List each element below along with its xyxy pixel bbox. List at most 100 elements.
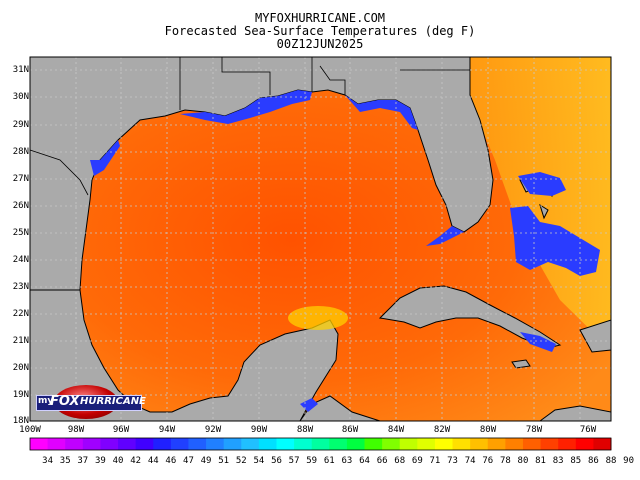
colorbar-swatch [65, 438, 84, 450]
colorbar-swatch [276, 438, 295, 450]
colorbar-label: 57 [288, 456, 300, 466]
lat-label-26n: 26N [12, 201, 29, 211]
colorbar-swatch [487, 438, 506, 450]
colorbar-swatch [382, 438, 401, 450]
cool-shelf-bahamas [510, 206, 600, 276]
colorbar-swatch [153, 438, 172, 450]
cool-shelf-cuba [520, 332, 556, 352]
colorbar-label: 42 [130, 456, 142, 466]
colorbar-label: 46 [165, 456, 177, 466]
colorbar-label: 52 [235, 456, 247, 466]
colorbar-swatch [522, 438, 542, 450]
lat-label-19n: 19N [12, 390, 29, 400]
colorbar-swatch [294, 438, 313, 450]
colorbar-swatch [100, 438, 119, 450]
valid-time: 00Z12JUN2025 [276, 37, 364, 51]
cool-shelf-yucatan [300, 398, 318, 412]
colorbar-label: 54 [253, 456, 265, 466]
colorbar-swatch [399, 438, 418, 450]
lat-label-25n: 25N [12, 228, 29, 238]
colorbar-swatch [505, 438, 524, 450]
colorbar-swatch [223, 438, 242, 450]
colorbar-label: 83 [552, 456, 564, 466]
logo-fox-text: FOX [50, 394, 80, 409]
lon-label-98w: 98W [67, 425, 85, 435]
colorbar-label: 51 [218, 456, 230, 466]
colorbar-label: 68 [394, 456, 406, 466]
lon-label-88w: 88W [296, 425, 314, 435]
lon-label-84w: 84W [387, 425, 405, 435]
lon-label-92w: 92W [204, 425, 222, 435]
lat-label-23n: 23N [12, 282, 29, 292]
colorbar-swatch [30, 438, 49, 450]
lat-label-20n: 20N [12, 363, 29, 373]
lon-label-78w: 78W [525, 425, 543, 435]
colorbar-label: 73 [447, 456, 458, 466]
colorbar-frame [29, 437, 612, 451]
cool-shelf-ne [345, 95, 418, 130]
product-title: Forecasted Sea-Surface Temperatures (deg… [164, 24, 476, 38]
colorbar-label: 90 [623, 456, 635, 466]
colorbar-swatch [258, 438, 277, 450]
colorbar-swatch [135, 438, 154, 450]
colorbar-label: 78 [499, 456, 511, 466]
lat-label-31n: 31N [12, 65, 29, 75]
cool-shelf-bahamas-north [518, 172, 566, 196]
logo-bar [36, 395, 142, 411]
colorbar-swatch [82, 438, 101, 450]
colorbar-label: 86 [587, 456, 599, 466]
colorbar-label: 76 [482, 456, 494, 466]
colorbar-swatch [311, 438, 330, 450]
colorbar-label: 64 [359, 456, 370, 466]
lat-label-29n: 29N [12, 120, 29, 130]
colorbar-label: 80 [517, 456, 529, 466]
colorbar-swatch [329, 438, 348, 450]
atlantic-water [462, 57, 611, 350]
colorbar-swatch [206, 438, 225, 450]
colorbar-label: 39 [95, 456, 106, 466]
colorbar-label: 59 [306, 456, 318, 466]
colorbar-swatch [364, 438, 383, 450]
colorbar-swatch [346, 438, 366, 450]
colorbar-label: 34 [42, 456, 54, 466]
colorbar-label: 69 [411, 456, 423, 466]
colorbar-label: 66 [376, 456, 388, 466]
colorbar-label: 63 [341, 456, 353, 466]
state-borders [29, 57, 470, 196]
colorbar-label: 56 [271, 456, 282, 466]
colorbar-label: 35 [59, 456, 71, 466]
lat-label-28n: 28N [12, 147, 29, 157]
lat-label-22n: 22N [12, 309, 29, 319]
colorbar-swatch [540, 438, 559, 450]
lon-label-76w: 76W [579, 425, 597, 435]
lat-label-24n: 24N [12, 255, 29, 265]
cool-shelf-florida [426, 226, 464, 246]
lat-label-18n: 18N [12, 416, 29, 426]
colorbar-label: 85 [570, 456, 582, 466]
colorbar-swatch [47, 438, 66, 450]
lon-label-90w: 90W [250, 425, 268, 435]
warm-patch [288, 306, 348, 330]
lon-label-82w: 82W [433, 425, 451, 435]
lat-label-30n: 30N [12, 92, 29, 102]
title-block: MYFOXHURRICANE.COM Forecasted Sea-Surfac… [0, 12, 640, 51]
lat-label-21n: 21N [12, 336, 29, 346]
colorbar-swatch [575, 438, 594, 450]
cool-shelf-north [180, 90, 312, 124]
colorbar-label: 61 [323, 456, 335, 466]
colorbar-swatch [118, 438, 137, 450]
colorbar-label: 44 [147, 456, 159, 466]
lon-label-100w: 100W [19, 425, 41, 435]
colorbar-swatch [452, 438, 471, 450]
colorbar-swatch [558, 438, 577, 450]
colorbar-label: 74 [464, 456, 476, 466]
colorbar-label: 81 [535, 456, 546, 466]
colorbar-label: 47 [183, 456, 194, 466]
colorbar-swatch [188, 438, 207, 450]
myfoxhurricane-logo: my FOX HURRICANE [36, 385, 146, 421]
lon-label-96w: 96W [112, 425, 130, 435]
colorbar-swatch [170, 438, 189, 450]
colorbar-swatch [470, 438, 489, 450]
